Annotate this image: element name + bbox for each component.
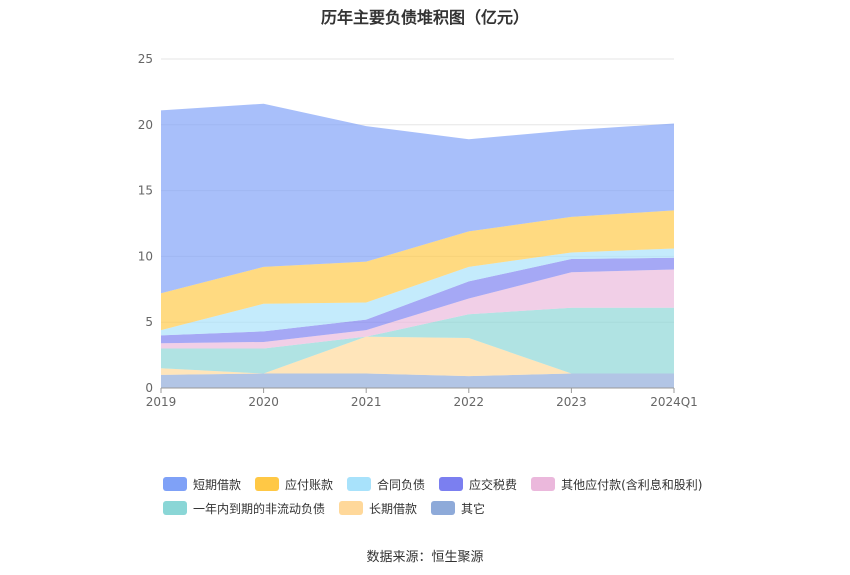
x-axis — [160, 387, 675, 393]
legend-swatch-other-payables — [531, 477, 556, 491]
legend-item-accounts-payable[interactable]: 应付账款 — [255, 476, 333, 493]
legend-row-2: 一年内到期的非流动负债 长期借款 其它 — [163, 496, 723, 520]
area-series-3[interactable] — [161, 269, 674, 349]
legend-swatch-accounts-payable — [255, 477, 280, 491]
legend-label-other-payables: 其他应付款(含利息和股利) — [561, 477, 703, 492]
y-tick-label: 25 — [138, 52, 153, 66]
legend-item-other-payables[interactable]: 其他应付款(含利息和股利) — [531, 476, 702, 493]
area-series-4[interactable] — [161, 257, 674, 344]
legend-swatch-contract-liabilities — [347, 477, 372, 491]
y-tick-label: 15 — [138, 184, 153, 198]
legend-label-contract-liabilities: 合同负债 — [377, 477, 426, 492]
legend-label-accounts-payable: 应付账款 — [285, 477, 334, 492]
area-series-0[interactable] — [161, 373, 674, 388]
legend-swatch-long-term-borrowing — [339, 501, 364, 515]
legend-row-1: 短期借款 应付账款 合同负债 应交税费 其他应付款(含利息和股利) — [163, 472, 723, 496]
area-series-group — [161, 103, 674, 388]
y-axis-tick-labels: 0 5 10 15 20 25 — [138, 52, 153, 395]
x-tick-label: 2022 — [454, 395, 485, 409]
legend-label-current-portion-noncurrent: 一年内到期的非流动负债 — [193, 501, 326, 516]
x-tick-label: 2020 — [248, 395, 279, 409]
area-series-1[interactable] — [161, 336, 674, 377]
data-source-note: 数据来源：恒生聚源 — [366, 550, 484, 565]
legend-item-long-term-borrowing[interactable]: 长期借款 — [339, 500, 417, 517]
y-tick-label: 0 — [145, 381, 153, 395]
legend-item-taxes-payable[interactable]: 应交税费 — [439, 476, 517, 493]
area-series-7[interactable] — [161, 103, 674, 294]
x-tick-label: 2019 — [146, 395, 177, 409]
legend-swatch-current-portion-noncurrent — [163, 501, 187, 515]
legend: 短期借款 应付账款 合同负债 应交税费 其他应付款(含利息和股利) 一年内到期的… — [163, 472, 723, 520]
legend-label-taxes-payable: 应交税费 — [469, 477, 518, 492]
legend-label-short-term-borrowing: 短期借款 — [193, 477, 242, 492]
x-axis-tick-labels: 2019 2020 2021 2022 2023 2024Q1 — [146, 395, 698, 409]
legend-swatch-other — [431, 501, 456, 515]
area-series-5[interactable] — [161, 248, 674, 336]
legend-label-long-term-borrowing: 长期借款 — [369, 501, 418, 516]
legend-item-current-portion-noncurrent[interactable]: 一年内到期的非流动负债 — [163, 500, 325, 517]
legend-swatch-short-term-borrowing — [163, 477, 187, 491]
area-series-6[interactable] — [161, 210, 674, 331]
area-series-2[interactable] — [161, 307, 674, 374]
legend-item-other[interactable]: 其它 — [431, 500, 485, 517]
legend-item-contract-liabilities[interactable]: 合同负债 — [347, 476, 425, 493]
legend-item-short-term-borrowing[interactable]: 短期借款 — [163, 476, 241, 493]
y-tick-label: 20 — [138, 118, 153, 132]
legend-swatch-taxes-payable — [439, 477, 464, 491]
y-tick-label: 5 — [145, 315, 153, 329]
legend-label-other: 其它 — [461, 501, 486, 516]
x-tick-label: 2021 — [351, 395, 382, 409]
chart-title: 历年主要负债堆积图（亿元） — [320, 8, 529, 27]
y-tick-label: 10 — [138, 249, 153, 263]
x-tick-label: 2024Q1 — [650, 395, 698, 409]
x-tick-label: 2023 — [556, 395, 587, 409]
